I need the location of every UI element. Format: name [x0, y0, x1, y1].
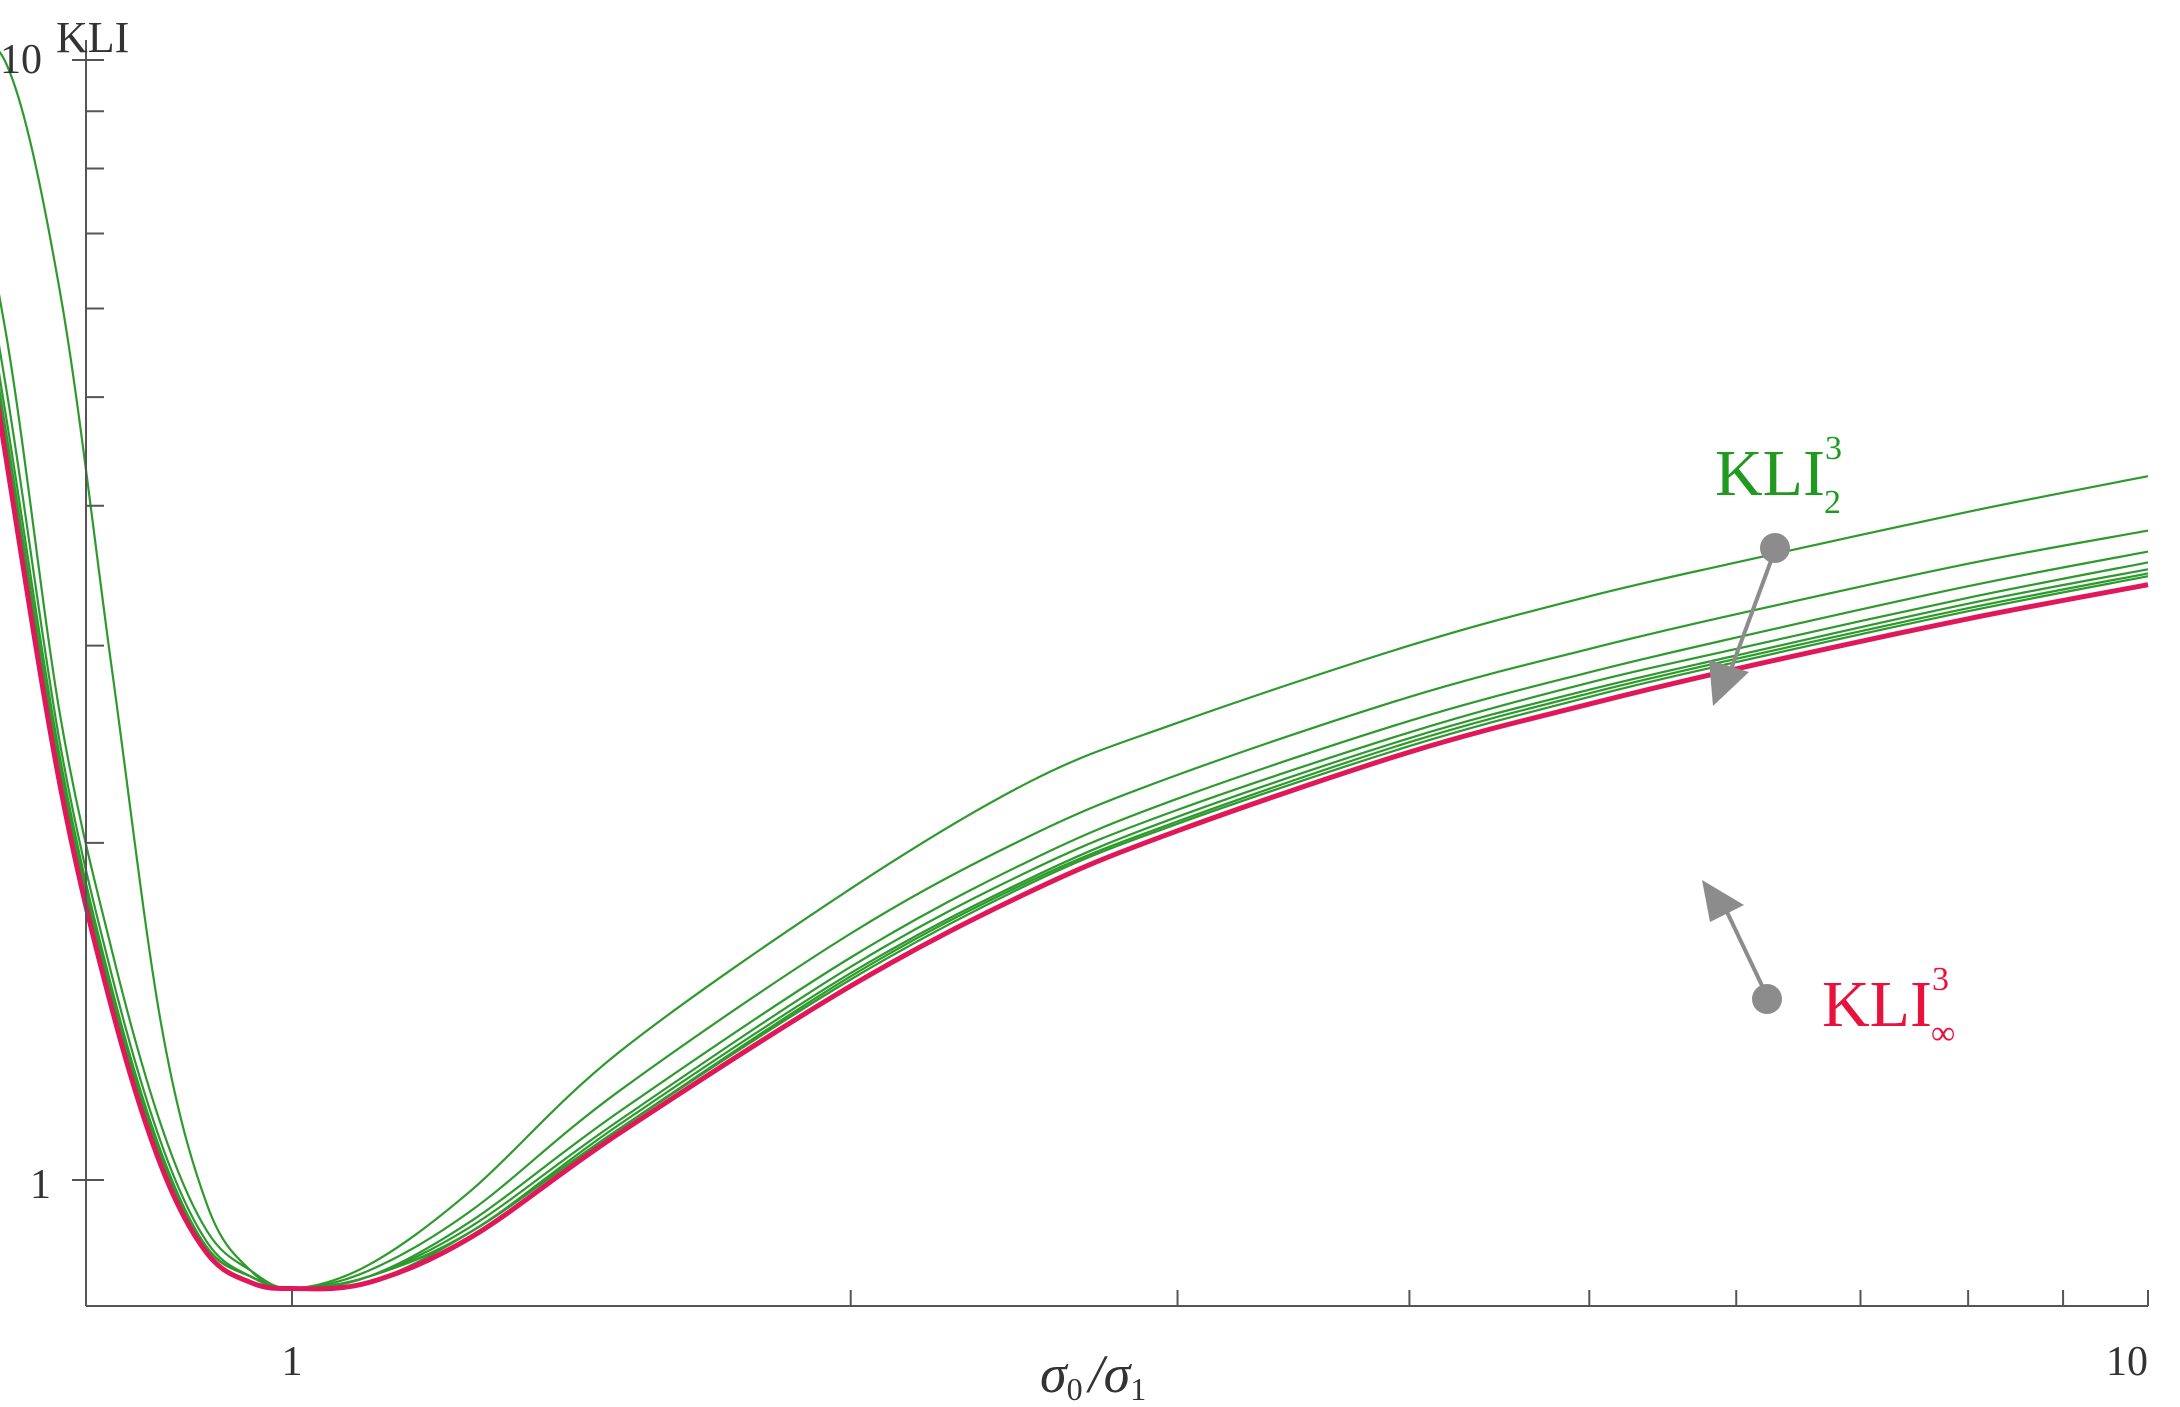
- arrow-shaft-kli-inf: [1725, 911, 1768, 995]
- annotation-kli-inf: KLI3 ∞: [1702, 880, 1955, 1052]
- series-line: [0, 396, 2149, 1290]
- series-line: [0, 293, 2149, 1290]
- x-axis-title: σ0/σ1: [1040, 1344, 1146, 1407]
- series-line: [0, 403, 2149, 1291]
- dot-kli2: [1760, 533, 1790, 563]
- x-minor-ticks: [291, 1290, 2149, 1306]
- y-axis-title: KLI: [56, 13, 129, 62]
- series-line-kli-inf: [0, 402, 2149, 1292]
- x-label-slash: /: [1086, 1344, 1109, 1404]
- arrow-shaft-kli2: [1728, 549, 1777, 673]
- label-kli2: KLI3 2: [1715, 430, 1842, 521]
- x-label-sub-1: 1: [1130, 1371, 1146, 1407]
- arrowhead-kli-inf: [1702, 880, 1744, 922]
- arrowhead-kli2: [1709, 660, 1749, 706]
- y-tick-label-1: 1: [30, 1162, 51, 1208]
- x-label-sub-0: 0: [1067, 1371, 1083, 1407]
- series-line: [0, 344, 2149, 1290]
- series-line: [0, 50, 2149, 1290]
- x-tick-label-10: 10: [2106, 1339, 2148, 1385]
- curves-group: [0, 50, 2149, 1292]
- series-line: [0, 386, 2149, 1290]
- x-tick-label-1: 1: [282, 1339, 303, 1385]
- series-line: [0, 372, 2149, 1290]
- x-label-sigma-1: σ: [1104, 1344, 1133, 1404]
- label-kli-inf-base: KLI: [1822, 968, 1932, 1041]
- y-tick-label-10: 10: [0, 37, 42, 83]
- label-kli2-sup: 3: [1825, 430, 1842, 467]
- dot-kli-inf: [1752, 984, 1782, 1014]
- label-kli-inf: KLI3 ∞: [1822, 961, 1955, 1052]
- label-kli-inf-sup: 3: [1932, 961, 1949, 998]
- y-minor-ticks: [72, 59, 104, 1181]
- x-label-sigma-0: σ: [1040, 1344, 1069, 1404]
- annotation-kli2: KLI3 2: [1709, 430, 1842, 706]
- label-kli2-base: KLI: [1715, 437, 1825, 510]
- label-kli2-sub: 2: [1824, 484, 1841, 521]
- label-kli-inf-sub: ∞: [1931, 1015, 1955, 1052]
